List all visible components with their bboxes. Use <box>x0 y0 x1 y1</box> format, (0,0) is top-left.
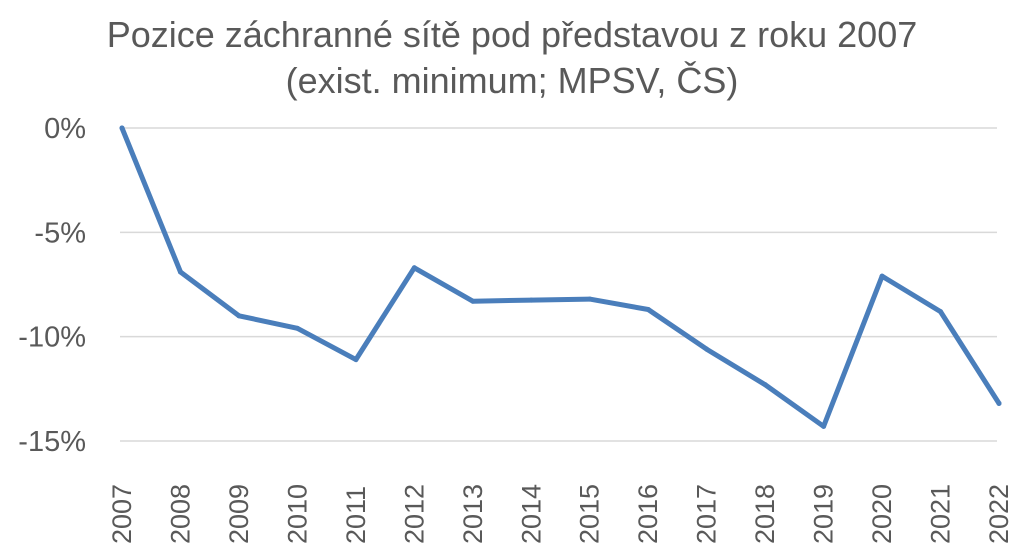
x-tick-label: 2021 <box>926 484 956 544</box>
x-axis: 2007 2008 2009 2010 2011 2012 2013 2014 2015 2016… <box>107 484 1014 544</box>
y-tick-label: 0% <box>44 113 86 145</box>
x-tick-label: 2009 <box>224 484 254 544</box>
x-tick-label: 2013 <box>458 484 488 544</box>
x-tick-label: 2016 <box>633 484 663 544</box>
data-point <box>411 265 417 271</box>
data-point <box>470 298 476 304</box>
chart-subtitle: (exist. minimum; MPSV, ČS) <box>285 60 739 101</box>
data-point <box>119 125 125 131</box>
data-point <box>938 309 944 315</box>
data-point <box>177 269 183 275</box>
data-point <box>353 357 359 363</box>
x-tick-label: 2008 <box>165 484 195 544</box>
y-tick-label: -15% <box>18 426 86 458</box>
x-tick-label: 2007 <box>107 484 137 544</box>
data-point <box>528 297 534 303</box>
gridlines <box>120 127 997 442</box>
data-point <box>704 346 710 352</box>
data-point <box>821 423 827 429</box>
series-layer <box>119 125 1002 429</box>
x-tick-label: 2017 <box>692 484 722 544</box>
data-point <box>645 307 651 313</box>
y-tick-label: -5% <box>34 217 86 249</box>
x-tick-label: 2022 <box>984 484 1014 544</box>
data-point <box>294 325 300 331</box>
x-tick-label: 2020 <box>867 484 897 544</box>
data-point <box>996 400 1002 406</box>
series-line <box>119 125 1002 429</box>
y-tick-label: -10% <box>18 322 86 354</box>
data-point <box>587 296 593 302</box>
x-tick-label: 2012 <box>399 484 429 544</box>
data-point <box>762 382 768 388</box>
data-point <box>879 273 885 279</box>
x-tick-label: 2010 <box>282 484 312 544</box>
chart-title: Pozice záchranné sítě pod představou z r… <box>106 14 918 55</box>
x-tick-label: 2015 <box>575 484 605 544</box>
x-tick-label: 2011 <box>341 486 371 544</box>
y-axis: 0% -5% -10% -15% <box>18 113 86 458</box>
x-tick-label: 2019 <box>809 484 839 544</box>
chart-title-block: Pozice záchranné sítě pod představou z r… <box>0 12 1024 104</box>
data-point <box>236 313 242 319</box>
x-tick-label: 2014 <box>516 484 546 544</box>
x-tick-label: 2018 <box>750 484 780 544</box>
